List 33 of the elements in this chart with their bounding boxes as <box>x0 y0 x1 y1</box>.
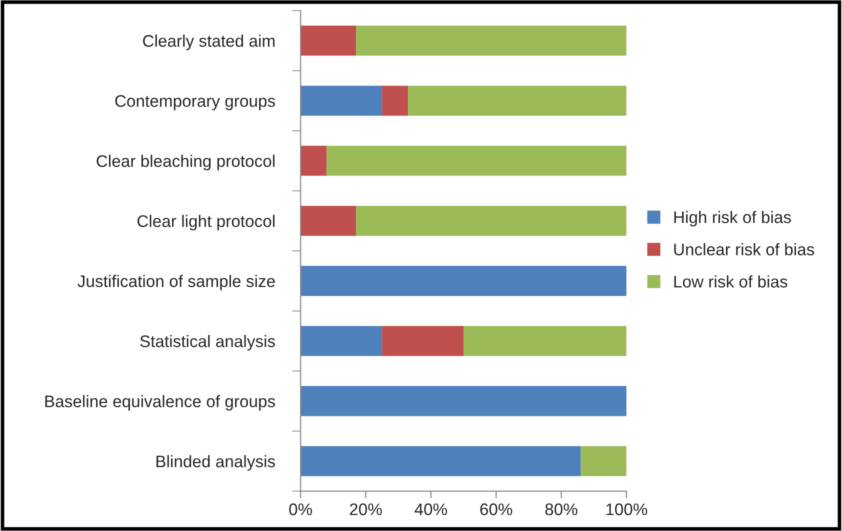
bar <box>464 326 626 356</box>
bar <box>300 326 382 356</box>
bar <box>300 206 356 236</box>
y-tick-label: Clear bleaching protocol <box>96 154 274 170</box>
y-tick-label: Clear light protocol <box>137 214 274 230</box>
x-tick-label: 20% <box>350 503 382 516</box>
bar <box>382 326 464 356</box>
x-tick-label: 100% <box>606 503 648 516</box>
legend-label: Unclear risk of bias <box>674 243 814 256</box>
y-tick-label: Contemporary groups <box>115 95 276 110</box>
x-tick-label: 60% <box>480 503 512 516</box>
legend-label: High risk of bias <box>674 210 791 226</box>
bar <box>408 86 626 116</box>
x-tick-label: 40% <box>414 503 448 516</box>
y-tick-label: Clearly stated aim <box>143 34 274 50</box>
bar <box>326 146 626 176</box>
y-tick-label: Statistical analysis <box>140 334 275 350</box>
y-tick-label: Baseline equivalence of groups <box>45 395 276 411</box>
y-tick-label: Justification of sample size <box>78 274 275 290</box>
bar <box>300 266 626 296</box>
bar <box>382 86 408 116</box>
legend-label: Low risk of bias <box>674 275 788 288</box>
x-tick-label: 80% <box>545 503 578 516</box>
x-tick-label: 0% <box>289 503 312 516</box>
bar <box>580 446 626 476</box>
bar <box>300 446 581 476</box>
bar <box>356 26 626 56</box>
bar <box>300 86 382 116</box>
bar <box>300 26 356 56</box>
bar <box>356 206 626 236</box>
y-tick-label: Blinded analysis <box>156 455 275 471</box>
bar <box>300 386 626 416</box>
bar <box>300 146 327 176</box>
